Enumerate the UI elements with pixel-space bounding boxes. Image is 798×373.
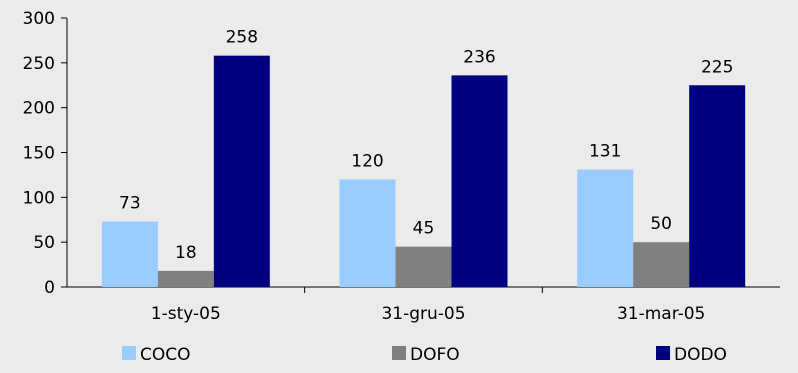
- x-category-label: 31-mar-05: [617, 304, 705, 324]
- y-tick-label: 250: [23, 54, 55, 74]
- bar-dodo: [451, 75, 508, 288]
- data-label: 45: [413, 219, 435, 239]
- y-tick-label: 200: [23, 99, 55, 119]
- y-tick-label: 150: [23, 144, 55, 164]
- bar-dodo: [689, 85, 746, 287]
- y-tick-label: 0: [44, 278, 55, 298]
- data-label: 50: [650, 214, 672, 234]
- x-category-label: 31-gru-05: [381, 304, 465, 324]
- legend-swatch-dofo: [392, 346, 406, 360]
- legend-label-dodo: DODO: [674, 345, 727, 365]
- legend-swatch-coco: [122, 346, 136, 360]
- data-label: 120: [351, 151, 383, 171]
- bar-coco: [101, 221, 158, 287]
- bar-dofo: [395, 246, 452, 287]
- legend-label-dofo: DOFO: [410, 345, 460, 365]
- legend-label-coco: COCO: [140, 345, 191, 365]
- y-tick-label: 300: [23, 9, 55, 29]
- data-label: 131: [589, 142, 621, 162]
- legend-swatch-dodo: [656, 346, 670, 360]
- y-tick-label: 50: [33, 233, 55, 253]
- data-label: 258: [226, 28, 258, 48]
- data-label: 18: [175, 243, 197, 263]
- x-category-label: 1-sty-05: [151, 304, 221, 324]
- bar-coco: [339, 179, 396, 287]
- legend: COCO DOFO DODO: [122, 345, 727, 365]
- axes: 0 50 100 150 200 250 300 1-sty-05 31-gru-05 31-ma…: [23, 9, 780, 324]
- bars: [101, 55, 746, 288]
- data-label: 225: [701, 57, 733, 77]
- bar-dodo: [213, 55, 270, 287]
- data-label: 73: [119, 194, 141, 214]
- data-label: 236: [463, 47, 495, 67]
- y-tick-label: 100: [23, 188, 55, 208]
- data-labels: 73 18 258 120 45 236 131 50 225: [119, 28, 733, 263]
- bar-coco: [577, 169, 634, 287]
- bar-dofo: [157, 270, 214, 287]
- bar-dofo: [633, 242, 690, 287]
